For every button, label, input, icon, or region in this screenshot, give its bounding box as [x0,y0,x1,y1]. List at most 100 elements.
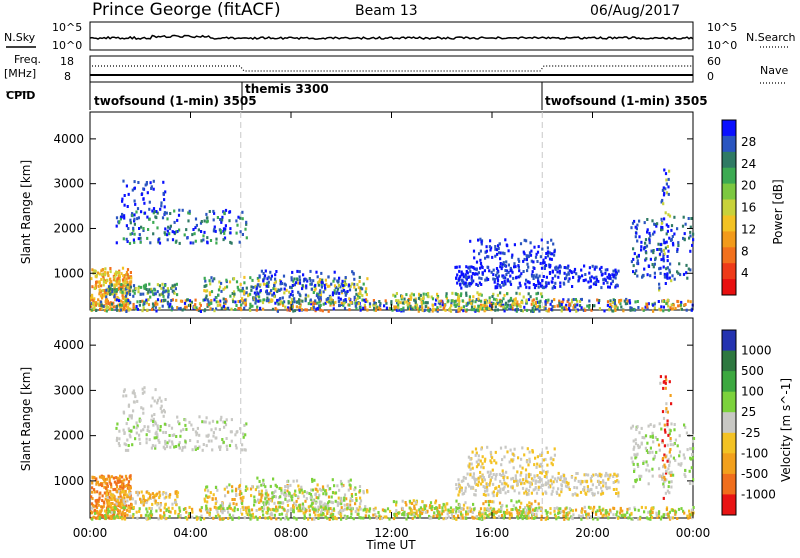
heatmap-cell [225,224,227,227]
heatmap-cell [572,276,574,279]
heatmap-cell [495,486,497,489]
nsky-panel-frame [90,22,693,50]
heatmap-cell [289,286,291,289]
heatmap-cell [659,382,661,385]
heatmap-cell [200,509,202,512]
heatmap-cell [686,432,688,435]
heatmap-cell [90,296,92,299]
heatmap-cell [473,250,475,253]
heatmap-cell [469,282,471,285]
heatmap-cell [483,476,485,479]
heatmap-cell [298,504,300,507]
heatmap-cell [552,243,554,246]
heatmap-cell [508,264,510,267]
heatmap-cell [600,286,602,289]
heatmap-cell [675,307,677,310]
heatmap-cell [492,483,494,486]
heatmap-cell [293,516,295,519]
heatmap-cell [581,274,583,277]
heatmap-cell [164,227,166,230]
heatmap-cell [210,491,212,494]
heatmap-cell [480,277,482,280]
heatmap-cell [648,469,650,472]
heatmap-cell [270,289,272,292]
heatmap-cell [519,305,521,308]
heatmap-cell [190,424,192,427]
heatmap-cell [146,181,148,184]
heatmap-cell [661,300,663,303]
heatmap-cell [152,420,154,423]
heatmap-cell [215,238,217,241]
heatmap-cell [349,483,351,486]
heatmap-cell [305,284,307,287]
heatmap-cell [505,491,507,494]
heatmap-cell [319,502,321,505]
heatmap-cell [477,239,479,242]
heatmap-cell [496,299,498,302]
heatmap-cell [528,501,530,504]
heatmap-cell [538,486,540,489]
heatmap-cell [169,493,171,496]
heatmap-cell [175,435,177,438]
heatmap-cell [660,375,662,378]
heatmap-cell [633,453,635,456]
heatmap-cell [231,440,233,443]
heatmap-cell [645,251,647,254]
heatmap-cell [112,494,114,497]
heatmap-cell [142,187,144,190]
heatmap-cell [263,507,265,510]
heatmap-cell [503,261,505,264]
heatmap-cell [118,299,120,302]
heatmap-cell [604,272,606,275]
heatmap-cell [229,231,231,234]
heatmap-cell [178,506,180,509]
heatmap-cell [528,292,530,295]
heatmap-cell [396,292,398,295]
heatmap-cell [206,416,208,419]
heatmap-cell [166,508,168,511]
heatmap-cell [591,475,593,478]
heatmap-cell [240,304,242,307]
heatmap-cell [523,251,525,254]
heatmap-cell [679,450,681,453]
heatmap-cell [139,304,141,307]
heatmap-cell [567,280,569,283]
heatmap-cell [460,513,462,516]
heatmap-cell [626,508,628,511]
heatmap-cell [148,430,150,433]
heatmap-cell [520,272,522,275]
heatmap-cell [175,445,177,448]
heatmap-cell [205,421,207,424]
heatmap-cell [269,508,271,511]
heatmap-cell [332,478,334,481]
heatmap-cell [542,484,544,487]
heatmap-cell [487,278,489,281]
heatmap-cell [423,296,425,299]
heatmap-cell [318,284,320,287]
heatmap-cell [103,295,105,298]
heatmap-cell [143,496,145,499]
heatmap-cell [554,275,556,278]
heatmap-cell [357,509,359,512]
heatmap-cell [597,491,599,494]
heatmap-cell [674,423,676,426]
heatmap-cell [686,277,688,280]
heatmap-cell [502,306,504,309]
heatmap-cell [494,478,496,481]
heatmap-cell [538,476,540,479]
heatmap-cell [238,485,240,488]
heatmap-cell [688,268,690,271]
heatmap-cell [507,279,509,282]
heatmap-cell [236,430,238,433]
heatmap-cell [243,276,245,279]
heatmap-cell [119,475,121,478]
heatmap-cell [274,514,276,517]
heatmap-cell [552,458,554,461]
heatmap-cell [351,499,353,502]
heatmap-cell [128,427,130,430]
heatmap-cell [430,501,432,504]
heatmap-cell [635,438,637,441]
heatmap-cell [182,428,184,431]
heatmap-cell [322,309,324,312]
heatmap-cell [617,517,619,520]
